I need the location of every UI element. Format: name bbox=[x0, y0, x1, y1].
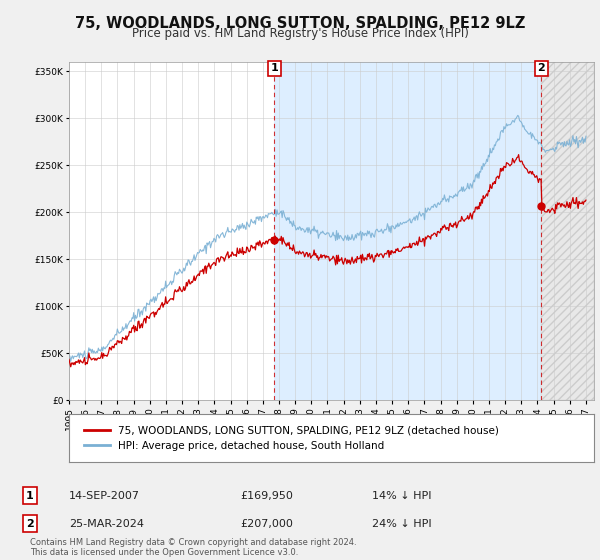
Bar bbox=[541, 62, 594, 400]
Text: Contains HM Land Registry data © Crown copyright and database right 2024.
This d: Contains HM Land Registry data © Crown c… bbox=[30, 538, 356, 557]
Text: 2: 2 bbox=[26, 519, 34, 529]
Text: 1: 1 bbox=[26, 491, 34, 501]
Bar bbox=[274, 62, 541, 400]
Text: 2: 2 bbox=[538, 63, 545, 73]
Text: 75, WOODLANDS, LONG SUTTON, SPALDING, PE12 9LZ: 75, WOODLANDS, LONG SUTTON, SPALDING, PE… bbox=[75, 16, 525, 31]
Text: £169,950: £169,950 bbox=[240, 491, 293, 501]
Text: 14-SEP-2007: 14-SEP-2007 bbox=[69, 491, 140, 501]
Text: 24% ↓ HPI: 24% ↓ HPI bbox=[372, 519, 431, 529]
Text: 25-MAR-2024: 25-MAR-2024 bbox=[69, 519, 144, 529]
Text: Price paid vs. HM Land Registry's House Price Index (HPI): Price paid vs. HM Land Registry's House … bbox=[131, 27, 469, 40]
Legend: 75, WOODLANDS, LONG SUTTON, SPALDING, PE12 9LZ (detached house), HPI: Average pr: 75, WOODLANDS, LONG SUTTON, SPALDING, PE… bbox=[79, 422, 503, 455]
Text: 14% ↓ HPI: 14% ↓ HPI bbox=[372, 491, 431, 501]
Text: 1: 1 bbox=[271, 63, 278, 73]
Text: £207,000: £207,000 bbox=[240, 519, 293, 529]
